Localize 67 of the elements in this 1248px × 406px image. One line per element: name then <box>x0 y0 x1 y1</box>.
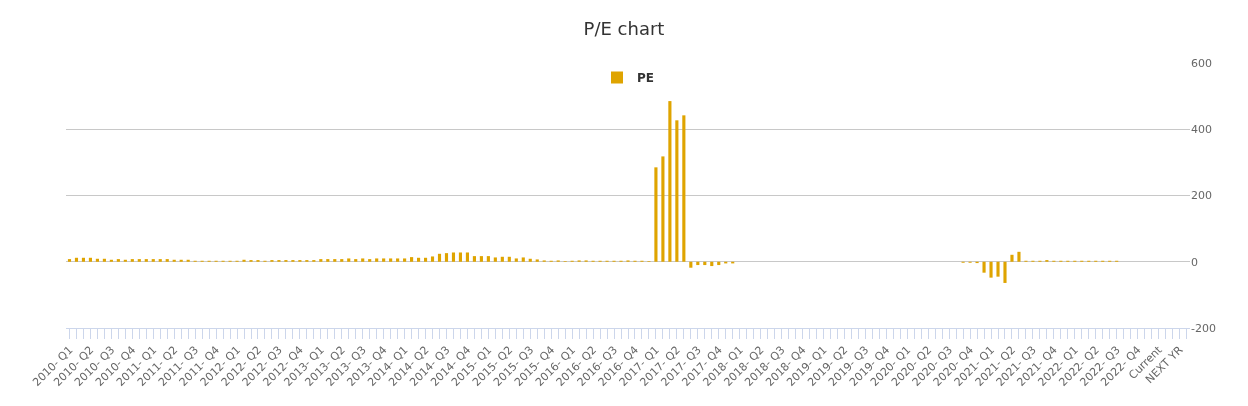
bar <box>528 258 532 262</box>
bar <box>347 258 351 262</box>
y-tick-label: -200 <box>1191 321 1216 335</box>
bar <box>479 256 483 262</box>
bar <box>74 257 79 262</box>
bar <box>88 257 93 262</box>
bar <box>361 258 365 262</box>
bar <box>165 259 169 262</box>
bar <box>416 257 421 262</box>
bar <box>458 252 463 262</box>
bar <box>375 258 379 262</box>
chart-title: P/E chart <box>583 17 665 39</box>
bar <box>682 115 686 262</box>
bar <box>403 258 407 262</box>
bar <box>1003 261 1007 283</box>
bar <box>989 261 993 278</box>
bar <box>95 258 99 262</box>
bar <box>1017 251 1021 262</box>
bar <box>486 256 490 262</box>
bar <box>340 259 344 262</box>
bar <box>67 259 72 262</box>
bar <box>696 261 700 266</box>
bar <box>151 259 155 262</box>
bar <box>410 257 414 262</box>
bar <box>130 259 134 262</box>
bar <box>661 156 665 262</box>
bar <box>689 261 693 268</box>
y-tick-label: 200 <box>1191 189 1212 203</box>
bar <box>116 259 120 262</box>
y-tick-label: 0 <box>1191 255 1198 269</box>
bar <box>437 253 442 262</box>
bar <box>430 256 435 262</box>
bar <box>389 258 393 262</box>
bar <box>521 257 525 262</box>
bar <box>703 261 707 266</box>
legend-label: PE <box>637 71 654 86</box>
bar <box>368 259 372 262</box>
bar <box>102 258 106 262</box>
bar <box>514 258 518 262</box>
bar <box>158 259 162 262</box>
bar <box>535 259 539 262</box>
bar <box>423 257 428 262</box>
bar <box>444 253 449 262</box>
bar <box>675 120 679 262</box>
bar <box>493 257 497 262</box>
bar <box>500 256 504 262</box>
bar <box>507 256 511 262</box>
bar <box>326 259 330 262</box>
y-tick-label: 600 <box>1191 56 1212 70</box>
bar <box>1010 254 1014 262</box>
bar <box>396 258 400 262</box>
bar <box>996 261 1000 277</box>
bar <box>465 252 469 262</box>
bar <box>654 167 658 262</box>
bar <box>354 259 358 262</box>
bar <box>137 259 141 262</box>
bar <box>333 259 337 262</box>
bar <box>451 252 456 262</box>
bar <box>144 259 148 262</box>
bar <box>81 257 86 262</box>
bar <box>668 101 672 262</box>
y-tick-label: 400 <box>1191 123 1212 137</box>
bar <box>319 259 323 262</box>
bar <box>382 258 386 262</box>
bar <box>472 256 476 262</box>
bar <box>717 261 721 266</box>
bar <box>982 261 986 273</box>
